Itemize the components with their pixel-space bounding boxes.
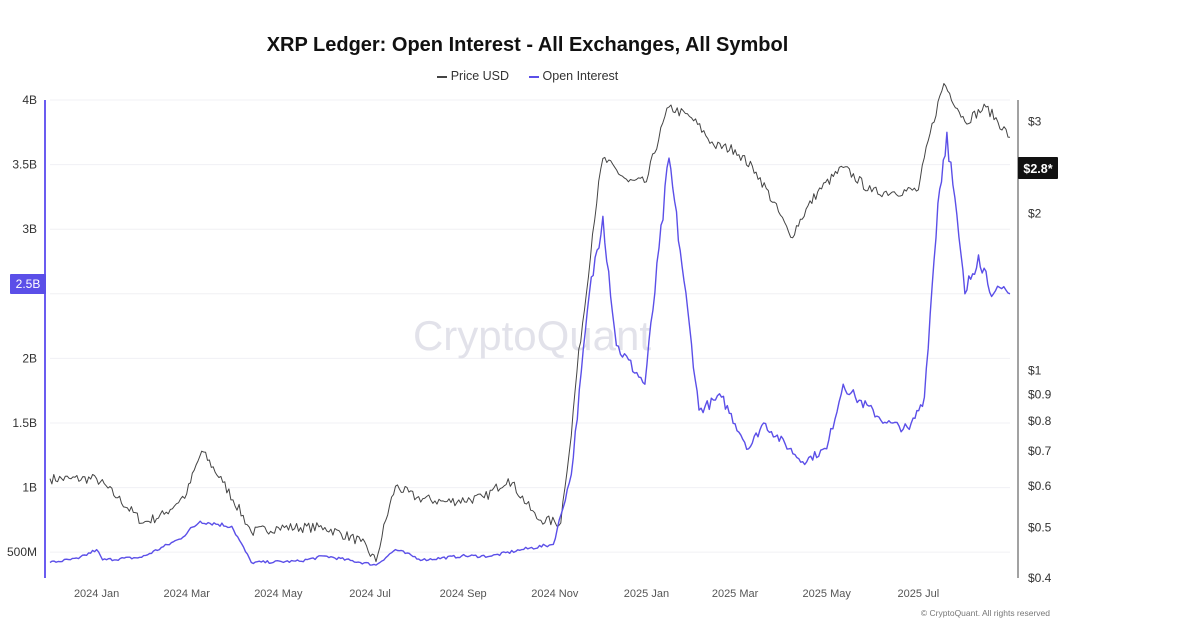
- right-value-badge: $2.8*: [1018, 157, 1058, 179]
- left-tick-label: 3.5B: [12, 158, 37, 172]
- legend-label-price: Price USD: [450, 69, 510, 83]
- left-value-badge: 2.5B: [10, 274, 46, 294]
- x-tick-label: 2024 Mar: [163, 588, 210, 600]
- right-tick-label: $0.9: [1028, 387, 1052, 401]
- right-tick-label: $3: [1028, 115, 1042, 129]
- gridlines: [50, 99, 1010, 553]
- right-tick-label: $2: [1028, 206, 1042, 220]
- left-tick-label: 1B: [22, 481, 37, 495]
- legend: Price USD Open Interest: [0, 69, 1055, 83]
- x-tick-label: 2024 Jan: [74, 588, 119, 600]
- x-tick-label: 2025 May: [803, 588, 852, 600]
- right-value-badge-text: $2.8*: [1023, 162, 1052, 176]
- legend-item-price[interactable]: Price USD: [436, 69, 510, 83]
- left-tick-label: 500M: [7, 545, 37, 559]
- right-tick-label: $1: [1028, 363, 1042, 377]
- chart-title: XRP Ledger: Open Interest - All Exchange…: [266, 34, 789, 56]
- right-tick-label: $0.7: [1028, 444, 1052, 458]
- legend-swatch-price: [436, 75, 447, 78]
- left-tick-label: 4B: [22, 93, 37, 107]
- series-line-open-interest: [49, 131, 1011, 566]
- legend-label-open-interest: Open Interest: [542, 69, 619, 83]
- right-axis-ticks: $3 $2 $1 $0.9 $0.8 $0.7 $0.6 $0.5 $0.4: [1028, 115, 1052, 585]
- left-axis-ticks: 4B 3.5B 3B 2B 1.5B 1B 500M: [7, 93, 37, 559]
- x-tick-label: 2024 Nov: [531, 588, 579, 600]
- left-tick-label: 1.5B: [12, 416, 37, 430]
- series-line-price: [49, 83, 1011, 563]
- right-tick-label: $0.5: [1028, 520, 1052, 534]
- x-tick-label: 2024 Sep: [440, 588, 487, 600]
- legend-item-open-interest[interactable]: Open Interest: [528, 69, 619, 83]
- x-tick-label: 2025 Mar: [712, 588, 759, 600]
- left-tick-label: 3B: [22, 222, 37, 236]
- right-tick-label: $0.4: [1028, 571, 1052, 585]
- series-lines: [49, 83, 1011, 566]
- x-tick-label: 2024 May: [254, 588, 303, 600]
- x-axis-ticks: 2024 Jan 2024 Mar 2024 May 2024 Jul 2024 Sep…: [74, 588, 939, 600]
- x-tick-label: 2025 Jul: [898, 588, 940, 600]
- right-tick-label: $0.8: [1028, 414, 1052, 428]
- right-tick-label: $0.6: [1028, 479, 1052, 493]
- watermark-text: CryptoQuant: [413, 312, 651, 359]
- copyright-text: © CryptoQuant. All rights reserved: [920, 608, 1050, 618]
- x-tick-label: 2025 Jan: [624, 588, 669, 600]
- left-value-badge-text: 2.5B: [16, 277, 41, 291]
- left-tick-label: 2B: [22, 351, 37, 365]
- x-tick-label: 2024 Jul: [349, 588, 391, 600]
- legend-swatch-open-interest: [528, 75, 539, 78]
